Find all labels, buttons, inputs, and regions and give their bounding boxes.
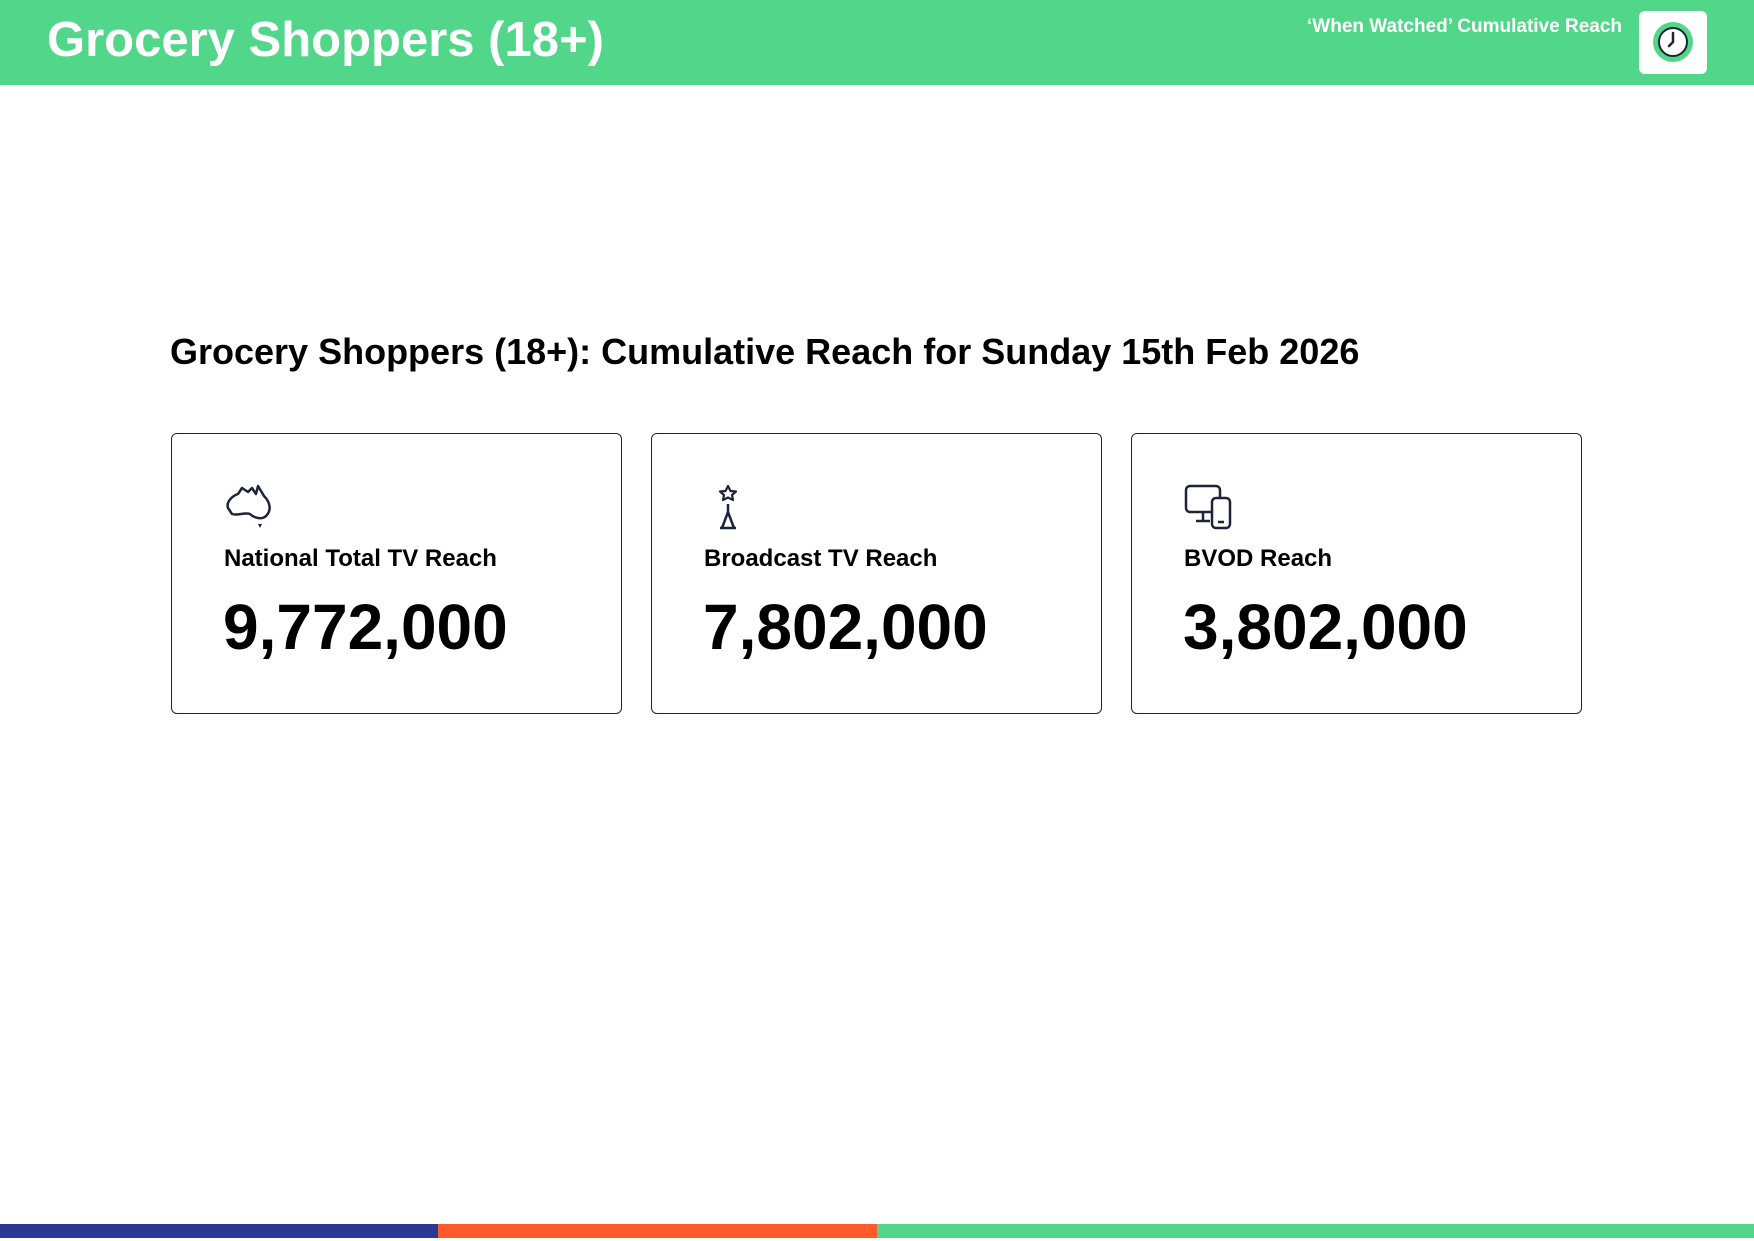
reach-card: BVOD Reach 3,802,000 <box>1131 433 1582 714</box>
card-value: 7,802,000 <box>703 591 988 663</box>
heading: Grocery Shoppers (18+): Cumulative Reach… <box>170 331 1360 372</box>
header: Grocery Shoppers (18+) ‘When Watched’ Cu… <box>0 0 1754 85</box>
card-label: National Total TV Reach <box>224 545 497 572</box>
card-label: BVOD Reach <box>1184 545 1333 572</box>
header-subtitle: ‘When Watched’ Cumulative Reach <box>1307 16 1622 37</box>
footer-bar <box>877 1224 1754 1238</box>
logo <box>1639 11 1707 74</box>
footer-bar <box>0 1224 438 1238</box>
card-value: 9,772,000 <box>223 591 508 663</box>
footer-bar <box>438 1224 877 1238</box>
reach-card: National Total TV Reach 9,772,000 <box>171 433 622 714</box>
australia-icon <box>226 484 271 528</box>
broadcast-icon <box>718 484 738 530</box>
card-label: Broadcast TV Reach <box>704 545 938 572</box>
card-value: 3,802,000 <box>1183 591 1468 663</box>
header-title: Grocery Shoppers (18+) <box>47 13 604 67</box>
reach-card: Broadcast TV Reach 7,802,000 <box>651 433 1102 714</box>
devices-icon <box>1184 484 1232 530</box>
clock-icon <box>1653 22 1693 62</box>
